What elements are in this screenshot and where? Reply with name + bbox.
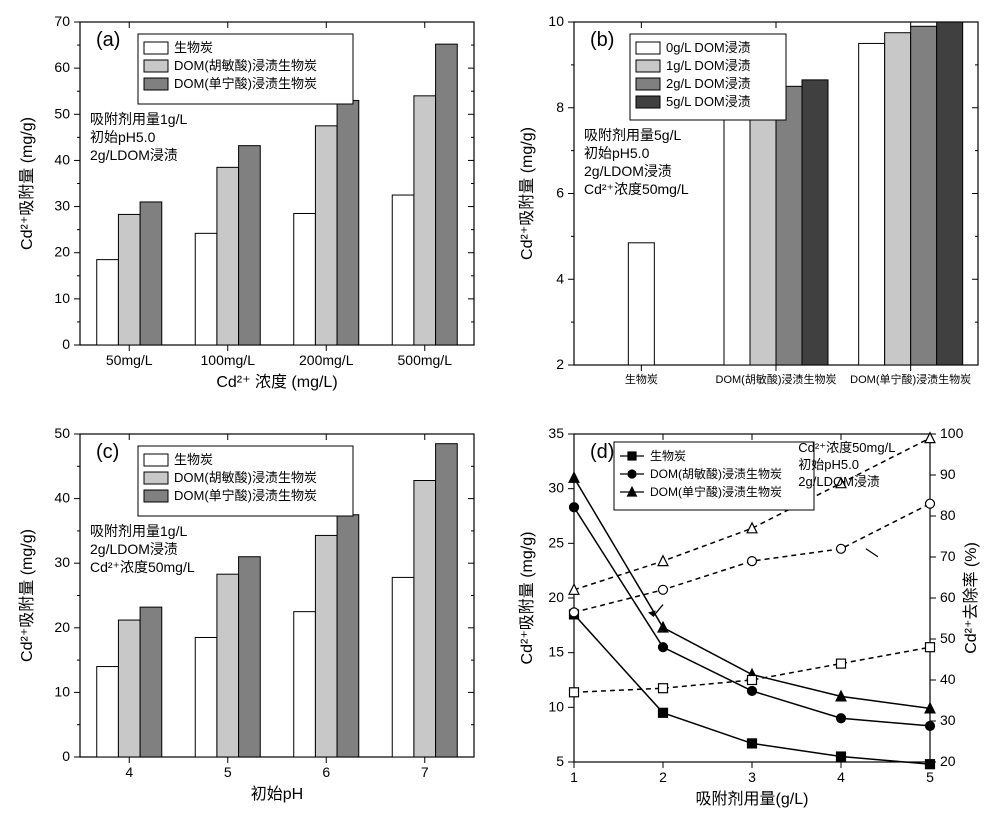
svg-text:(b): (b) [590, 29, 614, 51]
svg-text:2: 2 [659, 769, 667, 785]
svg-text:40: 40 [940, 671, 956, 687]
svg-text:7: 7 [421, 764, 429, 780]
svg-text:2g/LDOM浸渍: 2g/LDOM浸渍 [584, 163, 672, 179]
svg-text:10: 10 [548, 13, 564, 29]
svg-text:10: 10 [54, 683, 70, 699]
svg-text:100: 100 [940, 425, 964, 441]
svg-text:DOM(胡敏酸)浸渍生物炭: DOM(胡敏酸)浸渍生物炭 [650, 466, 782, 481]
chart-grid: 010203040506070Cd²⁺吸附量 (mg/g)50mg/L100mg… [0, 0, 1000, 824]
svg-text:2: 2 [556, 356, 564, 372]
svg-text:60: 60 [54, 59, 70, 75]
svg-text:30: 30 [940, 712, 956, 728]
svg-text:生物炭: 生物炭 [625, 372, 658, 386]
svg-text:2g/L DOM浸渍: 2g/L DOM浸渍 [666, 76, 751, 91]
svg-text:35: 35 [548, 425, 564, 441]
svg-text:DOM(胡敏酸)浸渍生物炭: DOM(胡敏酸)浸渍生物炭 [174, 58, 317, 73]
svg-text:90: 90 [940, 466, 956, 482]
svg-text:10: 10 [548, 698, 564, 714]
svg-text:70: 70 [54, 13, 70, 29]
svg-text:25: 25 [548, 534, 564, 550]
svg-text:Cd²⁺浓度50mg/L: Cd²⁺浓度50mg/L [90, 559, 195, 575]
svg-text:吸附剂用量1g/L: 吸附剂用量1g/L [90, 523, 187, 539]
svg-text:1: 1 [570, 769, 578, 785]
svg-text:50: 50 [54, 425, 70, 441]
panel-d: 5101520253035Cd²⁺吸附量 (mg/g)2030405060708… [500, 412, 1000, 824]
svg-text:生物炭: 生物炭 [174, 40, 213, 55]
svg-text:3: 3 [748, 769, 756, 785]
svg-text:10: 10 [54, 290, 70, 306]
svg-text:15: 15 [548, 644, 564, 660]
svg-text:30: 30 [54, 198, 70, 214]
svg-text:Cd²⁺去除率 (%): Cd²⁺去除率 (%) [962, 542, 980, 654]
svg-text:Cd²⁺浓度50mg/L: Cd²⁺浓度50mg/L [584, 181, 689, 197]
svg-text:20: 20 [54, 619, 70, 635]
svg-text:200mg/L: 200mg/L [299, 352, 354, 368]
svg-text:0: 0 [62, 336, 70, 352]
svg-text:2g/LDOM浸渍: 2g/LDOM浸渍 [798, 474, 880, 489]
svg-text:Cd²⁺吸附量 (mg/g): Cd²⁺吸附量 (mg/g) [18, 529, 36, 662]
svg-text:60: 60 [940, 589, 956, 605]
svg-text:DOM(单宁酸)浸渍生物炭: DOM(单宁酸)浸渍生物炭 [650, 484, 782, 499]
svg-text:初始pH5.0: 初始pH5.0 [90, 129, 156, 145]
svg-text:2g/LDOM浸渍: 2g/LDOM浸渍 [90, 147, 178, 163]
svg-text:1g/L DOM浸渍: 1g/L DOM浸渍 [666, 58, 751, 73]
svg-text:0: 0 [62, 748, 70, 764]
svg-text:20: 20 [54, 244, 70, 260]
svg-text:70: 70 [940, 548, 956, 564]
svg-text:5: 5 [556, 753, 564, 769]
svg-text:80: 80 [940, 507, 956, 523]
svg-text:6: 6 [556, 185, 564, 201]
panel-a: 0 10 20 30 40 50 60 70 Cd²⁺吸附量 (mg/g) 50mg/L 100mg… [0, 0, 500, 412]
svg-text:DOM(胡敏酸)浸渍生物炭: DOM(胡敏酸)浸渍生物炭 [716, 372, 837, 386]
svg-text:5: 5 [926, 769, 934, 785]
svg-text:DOM(单宁酸)浸渍生物炭: DOM(单宁酸)浸渍生物炭 [850, 372, 971, 386]
svg-text:2g/LDOM浸渍: 2g/LDOM浸渍 [90, 541, 178, 557]
svg-text:500mg/L: 500mg/L [398, 352, 453, 368]
svg-text:Cd²⁺吸附量 (mg/g): Cd²⁺吸附量 (mg/g) [518, 532, 536, 665]
svg-text:0g/L DOM浸渍: 0g/L DOM浸渍 [666, 40, 751, 55]
svg-text:5: 5 [224, 764, 232, 780]
svg-text:Cd²⁺吸附量 (mg/g): Cd²⁺吸附量 (mg/g) [18, 117, 36, 250]
svg-text:吸附剂用量1g/L: 吸附剂用量1g/L [90, 111, 187, 127]
svg-text:5g/L DOM浸渍: 5g/L DOM浸渍 [666, 94, 751, 109]
svg-text:Cd²⁺ 浓度 (mg/L): Cd²⁺ 浓度 (mg/L) [216, 373, 337, 391]
svg-text:生物炭: 生物炭 [174, 452, 213, 467]
svg-text:初始pH5.0: 初始pH5.0 [798, 457, 859, 472]
svg-text:DOM(单宁酸)浸渍生物炭: DOM(单宁酸)浸渍生物炭 [174, 76, 317, 91]
svg-text:(a): (a) [96, 29, 120, 51]
svg-text:6: 6 [322, 764, 330, 780]
svg-text:30: 30 [54, 554, 70, 570]
svg-text:30: 30 [548, 480, 564, 496]
svg-text:DOM(胡敏酸)浸渍生物炭: DOM(胡敏酸)浸渍生物炭 [174, 470, 317, 485]
svg-text:4: 4 [837, 769, 845, 785]
svg-text:40: 40 [54, 490, 70, 506]
svg-text:20: 20 [548, 589, 564, 605]
svg-text:吸附剂用量5g/L: 吸附剂用量5g/L [584, 127, 681, 143]
svg-text:50: 50 [54, 105, 70, 121]
svg-text:吸附剂用量(g/L): 吸附剂用量(g/L) [696, 790, 809, 808]
svg-text:4: 4 [125, 764, 133, 780]
svg-text:50: 50 [940, 630, 956, 646]
svg-text:DOM(单宁酸)浸渍生物炭: DOM(单宁酸)浸渍生物炭 [174, 488, 317, 503]
svg-text:初始pH: 初始pH [251, 785, 303, 803]
svg-text:8: 8 [556, 99, 564, 115]
svg-text:4: 4 [556, 270, 564, 286]
svg-text:50mg/L: 50mg/L [106, 352, 153, 368]
svg-text:40: 40 [54, 151, 70, 167]
svg-text:Cd²⁺浓度50mg/L: Cd²⁺浓度50mg/L [798, 440, 895, 455]
panel-b: 2 4 6 8 10 Cd²⁺吸附量 (mg/g) 生物炭 DOM(胡敏酸)浸渍生物炭 DOM(… [500, 0, 1000, 412]
svg-text:20: 20 [940, 753, 956, 769]
svg-text:100mg/L: 100mg/L [201, 352, 256, 368]
svg-text:初始pH5.0: 初始pH5.0 [584, 145, 650, 161]
svg-text:生物炭: 生物炭 [650, 449, 686, 463]
svg-text:(c): (c) [96, 441, 119, 463]
panel-c: 0 10 20 30 40 50 Cd²⁺吸附量 (mg/g) 4 5 6 7 初始pH (c) 生物炭 D… [0, 412, 500, 824]
svg-text:(d): (d) [590, 441, 614, 463]
svg-text:Cd²⁺吸附量 (mg/g): Cd²⁺吸附量 (mg/g) [518, 127, 536, 260]
